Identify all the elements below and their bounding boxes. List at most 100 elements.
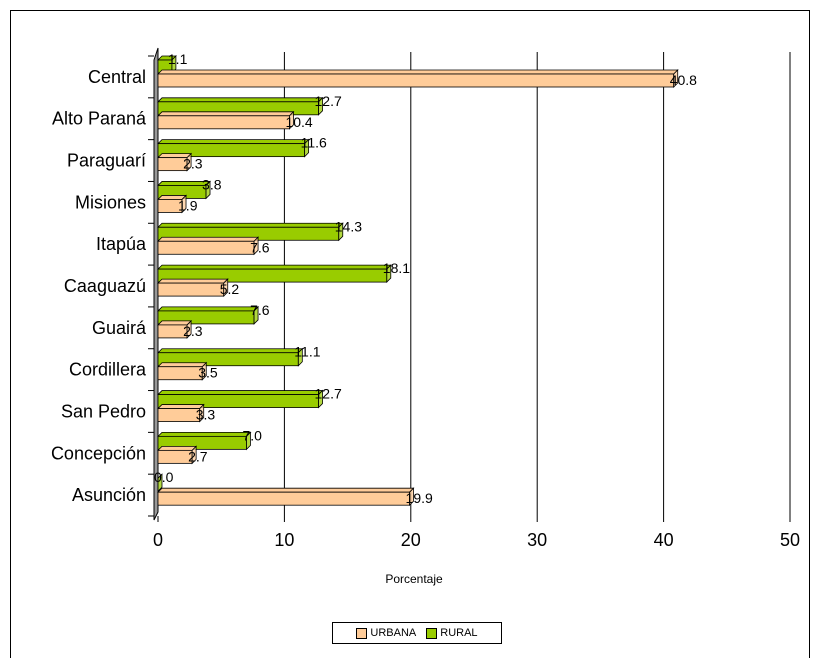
data-label-rural: 14.3: [335, 218, 362, 234]
bar-rural: [157, 264, 392, 284]
bar-urbana-top: [157, 487, 415, 493]
legend-swatch-urbana: [356, 627, 368, 639]
bar-urbana-front: [157, 408, 201, 422]
bar-rural-top: [157, 97, 324, 103]
data-label-urbana: 3.5: [198, 365, 218, 381]
bar-urbana: [157, 194, 187, 214]
bar-urbana-end: [186, 152, 192, 172]
data-label-rural: 18.1: [383, 260, 410, 276]
bar-urbana: [157, 403, 205, 423]
category-label: Asunción: [72, 485, 146, 505]
bar-urbana-end: [409, 487, 414, 507]
axis-wall-panel: [153, 47, 159, 521]
bar-rural-top: [157, 264, 392, 270]
data-label-urbana: 2.3: [183, 323, 203, 339]
category-label: Itapúa: [96, 234, 147, 254]
bar-urbana-top: [157, 278, 229, 284]
bar-rural-end: [386, 264, 392, 284]
data-label-rural: 11.1: [294, 344, 320, 360]
data-label-rural: 12.7: [315, 93, 342, 109]
category-label: San Pedro: [61, 401, 146, 421]
x-tick-label: 20: [401, 530, 421, 550]
category-label: Alto Paraná: [52, 109, 147, 129]
data-label-rural: 12.7: [315, 386, 342, 402]
bar-urbana-top: [157, 69, 679, 75]
category-label: Paraguarí: [67, 151, 146, 171]
bar-urbana-end: [191, 445, 197, 465]
gridlines: [148, 52, 791, 522]
bar-rural-end: [157, 473, 163, 493]
bar-urbana-end: [223, 278, 229, 298]
x-axis-title: Porcentaje: [385, 572, 443, 586]
bar-rural: [157, 347, 304, 367]
category-label: Guairá: [92, 318, 147, 338]
legend-item-rural: RURAL: [426, 627, 478, 639]
data-label-urbana: 19.9: [406, 490, 433, 506]
data-label-rural: 7.6: [250, 302, 270, 318]
legend: URBANA RURAL: [332, 622, 502, 644]
data-label-urbana: 2.7: [188, 448, 208, 464]
bar-urbana-end: [201, 361, 207, 381]
bar-urbana-end: [181, 194, 187, 214]
bar-urbana: [157, 445, 198, 465]
bar-urbana-front: [157, 240, 255, 255]
x-tick-label: 0: [153, 530, 163, 550]
x-tick-label: 50: [780, 530, 800, 550]
bar-rural-top: [157, 431, 252, 437]
bar-rural-end: [318, 96, 323, 116]
bar-urbana-end: [289, 110, 294, 130]
bar-rural: [157, 138, 310, 158]
data-label-urbana: 5.2: [220, 281, 240, 297]
bar-rural-top: [157, 348, 304, 354]
bar-rural-end: [297, 347, 303, 367]
category-label: Concepción: [51, 443, 146, 463]
bar-urbana-end: [199, 403, 205, 423]
bar-rural-end: [246, 431, 251, 451]
bar-urbana-front: [157, 491, 410, 506]
data-label-urbana: 1.9: [178, 197, 198, 213]
bar-urbana: [157, 236, 260, 256]
bar-urbana-end: [673, 69, 679, 88]
bar-rural-end: [304, 138, 310, 158]
data-label-rural: 11.6: [301, 135, 327, 151]
data-label-urbana: 40.8: [670, 72, 697, 88]
bar-urbana: [157, 278, 229, 298]
data-label-urbana: 10.4: [285, 114, 312, 130]
bar-urbana-front: [157, 449, 193, 464]
bar-urbana-front: [157, 366, 203, 381]
bar-urbana: [157, 152, 193, 172]
category-label: Central: [88, 67, 146, 87]
bar-urbana: [157, 319, 193, 339]
x-tick-label: 30: [527, 530, 547, 550]
category-label: Caaguazú: [64, 276, 146, 296]
bar-rural: [157, 473, 163, 493]
data-label-rural: 0.0: [154, 469, 174, 485]
bar-urbana: [157, 487, 415, 507]
bar-rural-end: [253, 305, 259, 325]
data-label-rural: 7.0: [242, 427, 262, 443]
data-label-rural: 1.1: [168, 51, 188, 67]
bar-rural-top: [157, 222, 344, 228]
bar-rural: [157, 55, 177, 74]
bar-rural-top: [157, 390, 324, 395]
x-tick-label: 40: [654, 530, 674, 550]
bar-urbana: [157, 361, 208, 381]
bar-urbana-front: [157, 115, 290, 130]
bar-rural-end: [338, 222, 344, 242]
bar-urbana-end: [186, 319, 192, 339]
legend-item-urbana: URBANA: [356, 627, 416, 639]
legend-swatch-rural: [426, 627, 438, 639]
category-label: Cordillera: [69, 360, 147, 380]
chart-frame: [10, 10, 810, 658]
bar-urbana-front: [157, 282, 225, 297]
data-label-rural: 3.8: [202, 176, 222, 192]
axis-wall: [153, 47, 159, 521]
category-label: Misiones: [75, 192, 146, 212]
bar-urbana: [157, 110, 295, 130]
bar-rural-end: [171, 55, 177, 74]
bar-urbana-end: [253, 236, 259, 256]
data-label-urbana: 3.3: [196, 407, 216, 423]
bar-rural-end: [318, 389, 323, 409]
